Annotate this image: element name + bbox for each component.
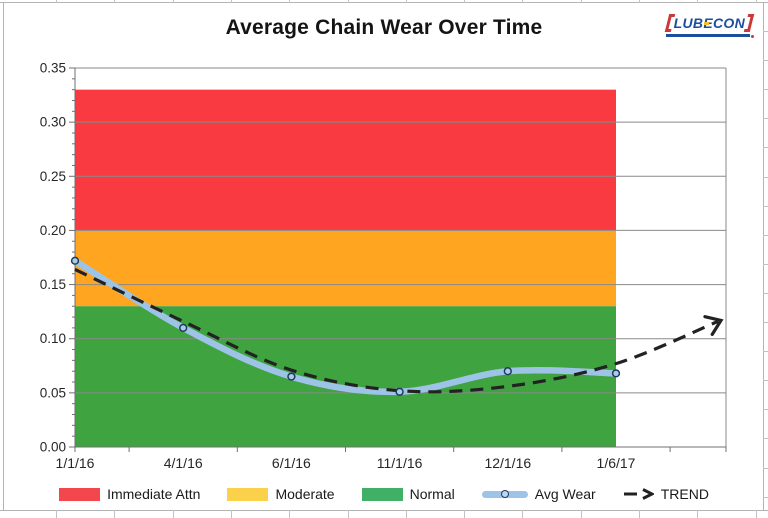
y-tick-label: 0.25: [40, 169, 66, 184]
legend-label: Normal: [409, 486, 455, 502]
y-axis-labels: 0.00 0.05 0.10 0.15 0.20 0.25 0.30 0.35: [40, 61, 66, 455]
chart-border-top: [0, 2, 768, 3]
legend-label: Immediate Attn: [107, 486, 201, 502]
logo-text: LUBECON: [673, 15, 745, 31]
band-normal: [75, 306, 616, 447]
band-moderate: [75, 230, 616, 307]
legend-item-immediate-attn: Immediate Attn: [59, 486, 200, 502]
marker-dot-icon: [500, 490, 509, 498]
legend-item-avg-wear: Avg Wear: [481, 486, 596, 502]
x-tick-label: 12/1/16: [484, 455, 531, 471]
legend-swatch-avg-wear: [481, 490, 528, 498]
avg-wear-markers: [70, 256, 621, 396]
y-tick-label: 0.35: [40, 61, 66, 76]
logo-underline: [665, 34, 750, 37]
legend-item-trend: TREND: [623, 486, 709, 502]
legend-swatch-normal: [361, 487, 403, 501]
legend-label: Avg Wear: [534, 486, 596, 502]
y-tick-label: 0.20: [40, 223, 66, 238]
chart-border-right: [763, 2, 764, 510]
chart-border-bottom: [0, 510, 768, 511]
y-tick-label: 0.30: [40, 115, 66, 130]
legend-swatch-trend-dash-arrow-icon: [623, 488, 654, 500]
legend-swatch-immediate-attn: [59, 487, 101, 501]
y-tick-label: 0.00: [40, 440, 66, 455]
avg-wear-line: [71, 257, 620, 396]
chart-title: Average Chain Wear Over Time: [225, 16, 543, 39]
lubecon-logo: LUBECON: [664, 13, 755, 38]
x-tick-label: 1/1/16: [56, 455, 95, 471]
trend-arrowhead-icon: [703, 315, 724, 336]
x-tick-label: 6/1/16: [272, 455, 311, 471]
threshold-bands: [75, 89, 616, 447]
legend-item-normal: Normal: [361, 486, 455, 502]
trend-line: [74, 267, 719, 394]
x-axis-ticks: [74, 447, 727, 452]
y-tick-label: 0.05: [40, 385, 66, 400]
logo-dot: [751, 35, 754, 38]
x-tick-label: 11/1/16: [377, 455, 423, 471]
legend-label: Moderate: [275, 486, 335, 502]
x-tick-label: 1/6/17: [597, 455, 636, 471]
legend-item-moderate: Moderate: [227, 486, 335, 502]
x-axis-labels: 1/1/16 4/1/16 6/1/16 11/1/16 12/1/16 1/6…: [56, 455, 636, 471]
legend-label: TREND: [660, 486, 709, 502]
x-tick-label: 4/1/16: [164, 455, 203, 471]
y-tick-label: 0.15: [40, 277, 66, 292]
chart-legend: Immediate Attn Moderate Normal Avg Wear …: [30, 481, 738, 507]
band-immediate-attn: [75, 89, 616, 231]
y-tick-label: 0.10: [40, 331, 66, 346]
legend-swatch-moderate: [227, 487, 269, 501]
chart-border-left: [3, 2, 4, 510]
